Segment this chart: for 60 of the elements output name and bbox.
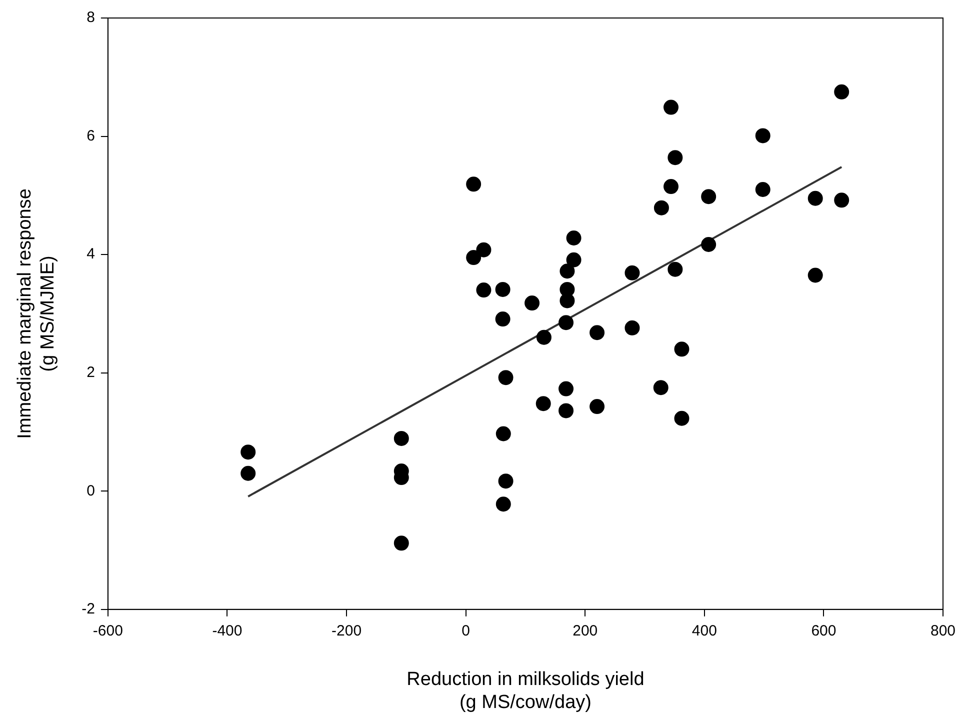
point [560, 293, 575, 308]
point [834, 84, 850, 100]
y-tick-label: 4 [86, 246, 95, 263]
point [674, 342, 690, 357]
point [668, 262, 683, 277]
x-tick-label: -600 [92, 622, 123, 640]
y-tick-label: 6 [86, 127, 95, 144]
point [664, 179, 679, 194]
point [674, 410, 690, 426]
point [653, 380, 668, 396]
point [466, 250, 482, 266]
point [701, 237, 716, 252]
point [560, 264, 575, 279]
point [498, 474, 514, 489]
x-tick-label: 0 [462, 622, 470, 640]
point [558, 381, 574, 396]
x-tick-label: -400 [212, 622, 242, 640]
point [394, 536, 409, 551]
point [834, 192, 850, 208]
point [624, 320, 640, 336]
x-tick-label: -200 [332, 622, 362, 640]
y-tick-label: -2 [82, 600, 95, 618]
x-tick-label: 600 [811, 622, 836, 640]
point [701, 189, 716, 204]
point [524, 296, 540, 311]
point [496, 496, 511, 512]
point [624, 265, 640, 280]
point [654, 200, 669, 216]
point [755, 182, 770, 198]
y-axis-title: Immediate marginal response (g MS/MJME) [14, 188, 58, 439]
point [498, 370, 514, 386]
point [536, 396, 551, 412]
point [394, 430, 409, 446]
x-tick-label: 200 [572, 622, 598, 640]
y-tick-label: 0 [86, 482, 95, 500]
point [536, 330, 552, 345]
x-tick-label: 800 [930, 622, 956, 640]
point [476, 242, 492, 258]
point [466, 176, 482, 192]
x-axis-title: Reduction in milksolids yield (g MS/cow/day) [406, 669, 644, 713]
point [566, 252, 582, 268]
point [558, 315, 574, 330]
point [495, 282, 510, 297]
x-tick-label: 400 [692, 622, 717, 640]
point [496, 426, 511, 442]
point [495, 312, 510, 327]
y-tick-label: 2 [86, 364, 95, 381]
point [590, 325, 605, 340]
point [476, 282, 492, 298]
point [808, 268, 823, 283]
point [590, 399, 605, 414]
y-tick-label: 8 [86, 9, 95, 26]
point [808, 190, 823, 206]
point [664, 100, 679, 115]
point [755, 128, 770, 144]
point [240, 466, 256, 481]
point [668, 150, 683, 166]
point [558, 403, 574, 418]
point [240, 444, 256, 460]
point [566, 230, 582, 246]
